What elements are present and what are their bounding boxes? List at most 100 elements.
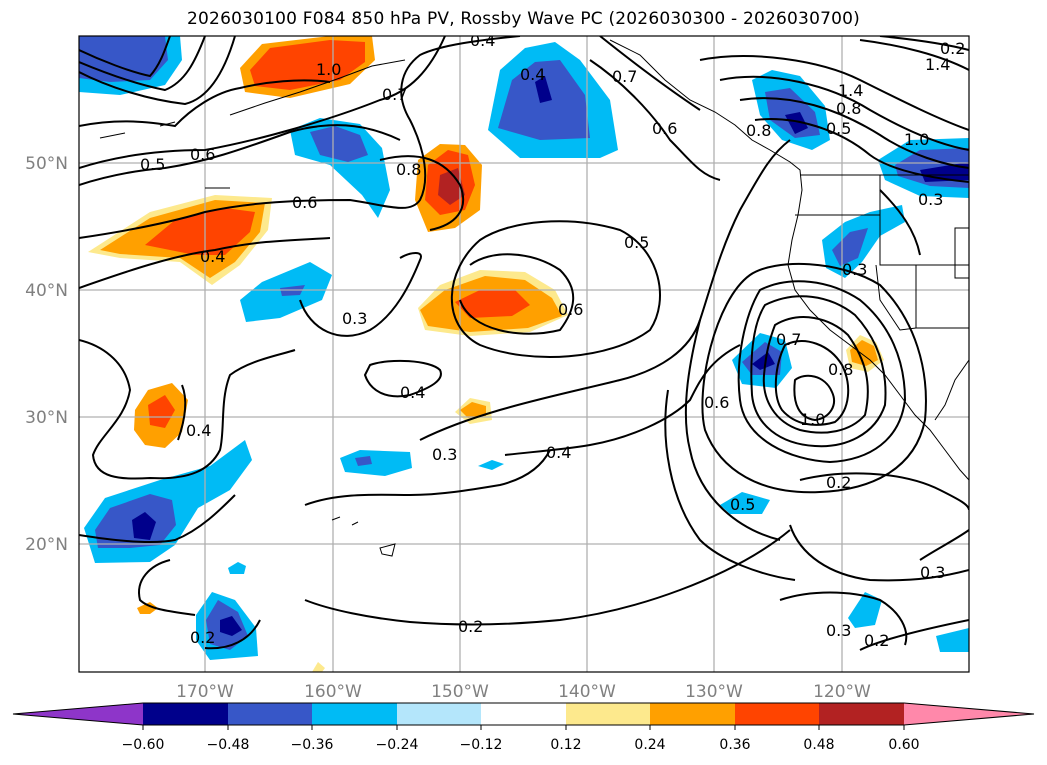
contour-label: 0.8	[746, 121, 771, 140]
contour-label: 0.2	[190, 628, 215, 647]
contour-label: 0.6	[558, 300, 583, 319]
contour-label: 0.6	[292, 193, 317, 212]
lon-label-140w: 140°W	[558, 682, 616, 702]
anomaly-negative-168w-18n	[228, 562, 246, 574]
latitude-labels: 50°N 40°N 30°N 20°N	[25, 154, 68, 555]
plot-frame	[78, 35, 970, 673]
plot-area: 1.0 0.7 0.4 0.4 0.5 0.6 0.8 0.6 0.4 0.3 …	[79, 31, 969, 672]
anomaly-negative-120w-42n	[822, 205, 905, 278]
anomaly-negative-160w-52n	[290, 118, 390, 218]
anomaly-positive-173w-31n	[134, 383, 188, 448]
anomaly-positive-168w-44n	[88, 195, 272, 285]
lon-label-150w: 150°W	[431, 682, 489, 702]
contour-label: 0.5	[140, 155, 165, 174]
contour-label: 0.6	[652, 119, 677, 138]
colorbar-swatch	[481, 703, 566, 725]
contour-label: 0.4	[200, 247, 225, 266]
lon-label-130w: 130°W	[685, 682, 743, 702]
colorbar-tick-label: 0.12	[550, 737, 581, 753]
lon-label-160w: 160°W	[304, 682, 362, 702]
contour-label: 0.2	[864, 631, 889, 650]
anomaly-negative-se-corner	[936, 628, 969, 652]
colorbar-swatch	[566, 703, 650, 725]
contour-label: 1.0	[904, 130, 929, 149]
anomaly-negative-143w-27n	[478, 460, 504, 470]
contour-label: 1.0	[316, 60, 341, 79]
anomaly-negative-ne-corner	[878, 138, 969, 198]
contour-label: 0.3	[432, 445, 457, 464]
lat-label-20n: 20°N	[25, 535, 68, 555]
contour-label: 0.2	[458, 617, 483, 636]
anomaly-negative-122w-14n	[848, 592, 882, 628]
anomaly-negative-156w-27n	[340, 450, 412, 476]
colorbar-swatch	[650, 703, 735, 725]
colorbar-tick-label: −0.12	[460, 737, 503, 753]
contour-label: 0.2	[826, 473, 851, 492]
anomaly-positive-152w-48n	[415, 144, 482, 232]
contour-label: 0.4	[186, 421, 211, 440]
contour-label: 0.4	[400, 383, 425, 402]
lon-label-170w: 170°W	[176, 682, 234, 702]
colorbar-tick-label: −0.24	[376, 737, 419, 753]
contour-label: 0.3	[342, 309, 367, 328]
contour-label: 0.8	[396, 160, 421, 179]
contour-label: 0.3	[826, 621, 851, 640]
colorbar-tick-label: 0.24	[634, 737, 665, 753]
contour-label: 0.2	[940, 39, 965, 58]
colorbar-swatch	[397, 703, 481, 725]
colorbar-swatch	[13, 703, 143, 725]
lat-label-50n: 50°N	[25, 154, 68, 174]
anomaly-negative-north-145w	[488, 42, 618, 158]
colorbar-tick-label: −0.60	[122, 737, 165, 753]
anomaly-negative-129w-23n	[720, 492, 770, 514]
contour-label: 0.4	[520, 65, 545, 84]
longitude-labels: 170°W 160°W 150°W 140°W 130°W 120°W	[176, 682, 871, 702]
contour-label: 0.6	[704, 393, 729, 412]
colorbar-swatch	[228, 703, 312, 725]
colorbar-swatch	[312, 703, 397, 725]
colorbar-swatch	[735, 703, 819, 725]
colorbar-tick-label: 0.48	[803, 737, 834, 753]
contour-labels: 1.0 0.7 0.4 0.4 0.5 0.6 0.8 0.6 0.4 0.3 …	[140, 31, 965, 650]
contour-label: 0.3	[920, 563, 945, 582]
contour-label: 1.4	[925, 55, 950, 74]
pv-shading	[79, 36, 969, 672]
contour-label: 0.6	[190, 145, 215, 164]
contour-label: 0.7	[612, 67, 637, 86]
contour-label: 1.4	[838, 81, 863, 100]
anomaly-positive-174w-15n	[137, 602, 158, 614]
colorbar-swatch	[143, 703, 228, 725]
colorbar: −0.60 −0.48 −0.36 −0.24 −0.12 0.12 0.24 …	[12, 702, 1035, 753]
colorbar-tick-label: −0.36	[291, 737, 334, 753]
anomaly-positive-160w-10n	[312, 662, 325, 672]
anomaly-negative-174w-22n	[84, 440, 252, 563]
contour-label: 0.8	[828, 360, 853, 379]
coastlines	[99, 39, 969, 557]
contour-label: 0.8	[836, 99, 861, 118]
lat-label-40n: 40°N	[25, 281, 68, 301]
colorbar-swatch	[819, 703, 904, 725]
lat-label-30n: 30°N	[25, 408, 68, 428]
contour-label: 0.7	[382, 85, 407, 104]
contour-label: 0.5	[730, 495, 755, 514]
graticule	[79, 36, 969, 672]
contour-label: 0.7	[776, 330, 801, 349]
anomaly-negative-nw-corner	[79, 36, 182, 95]
colorbar-tick-label: 0.60	[888, 737, 919, 753]
contour-label: 0.4	[546, 443, 571, 462]
lon-label-120w: 120°W	[813, 682, 871, 702]
contour-label: 0.3	[918, 190, 943, 209]
map-title: 2026030100 F084 850 hPa PV, Rossby Wave …	[187, 9, 860, 29]
anomaly-negative-168w-13n	[196, 592, 258, 660]
colorbar-swatch	[904, 703, 1034, 725]
colorbar-tick-label: −0.48	[207, 737, 250, 753]
anomaly-negative-126w-55n	[752, 70, 830, 150]
colorbar-tick-label: 0.36	[719, 737, 750, 753]
contour-label: 0.5	[624, 233, 649, 252]
pv-contours	[79, 36, 969, 651]
contour-label: 0.3	[842, 260, 867, 279]
contour-label: 0.4	[470, 31, 495, 50]
contour-label: 0.5	[826, 119, 851, 138]
contour-label: 1.0	[800, 410, 825, 429]
